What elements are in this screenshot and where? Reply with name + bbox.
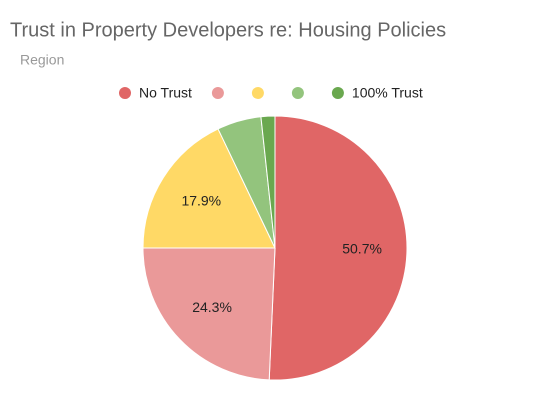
legend-swatch bbox=[291, 87, 304, 99]
pie-slice bbox=[268, 115, 408, 381]
legend-swatch bbox=[119, 87, 131, 99]
legend-swatch bbox=[331, 87, 344, 99]
legend-label: 100% Trust bbox=[352, 85, 423, 101]
legend-label: No Trust bbox=[139, 85, 192, 101]
pie-slice bbox=[260, 115, 276, 249]
chart-subtitle: Region bbox=[20, 52, 64, 68]
legend-swatch bbox=[211, 87, 224, 99]
data-label: 50.7% bbox=[342, 241, 382, 257]
pie-slice bbox=[142, 247, 276, 381]
data-label: 17.9% bbox=[181, 192, 221, 208]
pie-slice bbox=[142, 128, 276, 249]
chart-title: Trust in Property Developers re: Housing… bbox=[10, 19, 446, 41]
legend-swatch bbox=[251, 87, 264, 99]
data-label: 24.3% bbox=[192, 299, 232, 315]
